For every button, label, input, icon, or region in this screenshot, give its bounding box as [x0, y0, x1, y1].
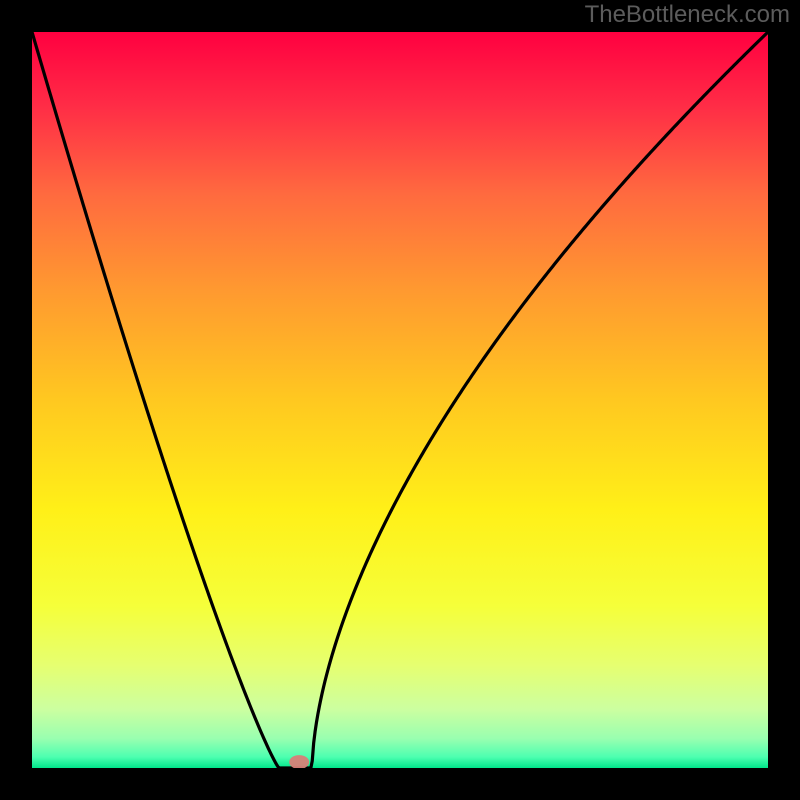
optimal-point-marker: [289, 755, 309, 769]
chart-container: TheBottleneck.com: [0, 0, 800, 800]
bottleneck-chart: TheBottleneck.com: [0, 0, 800, 800]
watermark-text: TheBottleneck.com: [585, 1, 790, 28]
